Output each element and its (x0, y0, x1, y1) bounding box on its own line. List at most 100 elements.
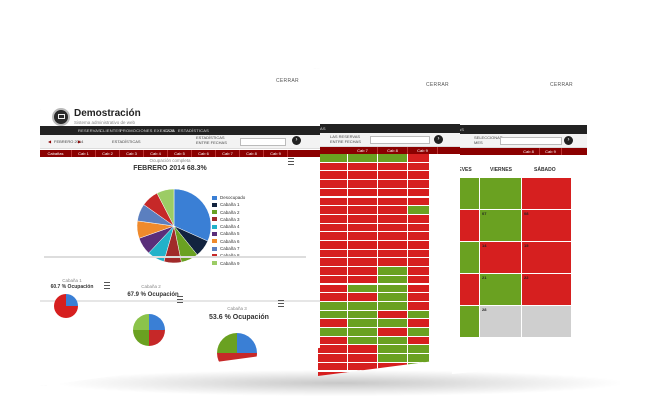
calendar-day[interactable] (522, 178, 572, 210)
reservation-cell[interactable] (318, 154, 348, 163)
reservation-cell[interactable] (408, 336, 430, 346)
reservation-cell[interactable] (408, 171, 430, 181)
reservation-cell[interactable] (408, 223, 430, 233)
reservation-cell[interactable] (408, 345, 430, 355)
chart-menu-icon[interactable] (104, 282, 110, 289)
reservation-cell[interactable] (408, 293, 430, 302)
reservation-cell[interactable] (348, 171, 378, 181)
reservation-cell[interactable] (318, 293, 348, 302)
nav-item-reservations[interactable]: RESERVAS (78, 128, 102, 133)
calendar-day[interactable] (480, 178, 522, 210)
prev-month-button[interactable]: ◀ (48, 139, 52, 144)
reservation-cell[interactable] (348, 214, 378, 224)
reservation-cell[interactable] (378, 197, 408, 207)
reservation-cell[interactable] (348, 275, 378, 285)
go-button[interactable]: › (292, 136, 301, 145)
reservation-cell[interactable] (348, 162, 378, 172)
reservation-cell[interactable] (318, 275, 348, 285)
reservation-cell[interactable] (378, 336, 408, 346)
reservation-cell[interactable] (318, 206, 348, 215)
chart-menu-icon[interactable] (288, 158, 294, 165)
reservation-cell[interactable] (318, 284, 348, 294)
reservation-cell[interactable] (348, 336, 378, 346)
logout-link[interactable]: CERRAR (426, 82, 449, 88)
reservation-cell[interactable] (318, 214, 348, 224)
reservation-cell[interactable] (408, 232, 430, 241)
reservation-cell[interactable] (318, 328, 348, 337)
reservation-cell[interactable] (408, 206, 430, 215)
reservation-cell[interactable] (318, 301, 348, 311)
reservation-cell[interactable] (378, 162, 408, 172)
cabin-tab[interactable]: Cab 8 (240, 150, 264, 157)
reservation-cell[interactable] (318, 267, 348, 276)
reservation-cell[interactable] (378, 293, 408, 302)
reservation-cell[interactable] (378, 223, 408, 233)
calendar-day[interactable]: 21 (480, 274, 522, 306)
reservation-cell[interactable] (378, 171, 408, 181)
reservation-cell[interactable] (348, 232, 378, 241)
reservation-cell[interactable] (408, 301, 430, 311)
reservation-cell[interactable] (318, 232, 348, 241)
reservation-cell[interactable] (378, 345, 408, 355)
cabin-tab[interactable]: Cab 1 (72, 150, 96, 157)
reservation-cell[interactable] (348, 301, 378, 311)
reservation-cell[interactable] (348, 241, 378, 250)
reservation-cell[interactable] (348, 328, 378, 337)
reservation-cell[interactable] (318, 345, 348, 355)
reservation-cell[interactable] (378, 206, 408, 215)
cabin-tab[interactable]: Cab 9 (540, 148, 562, 155)
nav-item-statistics[interactable]: AS (320, 126, 326, 131)
reservation-cell[interactable] (378, 328, 408, 337)
reservation-cell[interactable] (378, 354, 408, 363)
reservation-cell[interactable] (408, 319, 430, 328)
reservation-cell[interactable] (318, 319, 348, 328)
reservation-cell[interactable] (348, 345, 378, 355)
reservation-cell[interactable] (378, 319, 408, 328)
reservation-cell[interactable] (348, 197, 378, 207)
reservation-cell[interactable] (408, 241, 430, 250)
cabin-tab[interactable]: Cab 8 (378, 147, 408, 154)
reservation-cell[interactable] (348, 354, 378, 363)
reservation-cell[interactable] (378, 267, 408, 276)
nav-item-promotions[interactable]: PROMOCIONES EXEXCOS (120, 128, 175, 133)
reservation-cell[interactable] (318, 354, 348, 363)
calendar-day[interactable] (522, 306, 572, 338)
reservation-cell[interactable] (378, 310, 408, 320)
reservation-cell[interactable] (318, 258, 348, 268)
reservation-cell[interactable] (348, 284, 378, 294)
reservation-cell[interactable] (378, 241, 408, 250)
cabin-tab[interactable]: Cab 7 (348, 147, 378, 154)
reservation-cell[interactable] (408, 310, 430, 320)
reservation-cell[interactable] (348, 154, 378, 163)
reservation-cell[interactable] (348, 258, 378, 268)
cabin-tab[interactable]: Cab 4 (144, 150, 168, 157)
month-input[interactable] (500, 137, 562, 145)
cabin-tab[interactable]: Cab 9 (408, 147, 438, 154)
reservation-cell[interactable] (348, 206, 378, 215)
reservation-cell[interactable] (348, 319, 378, 328)
reservation-cell[interactable] (408, 197, 430, 207)
calendar-day[interactable]: 15 (522, 242, 572, 274)
reservation-cell[interactable] (318, 362, 348, 372)
reservation-cell[interactable] (408, 154, 430, 163)
calendar-day[interactable]: 14 (480, 242, 522, 274)
cabin-tab[interactable]: Cab 5 (168, 150, 192, 157)
date-range-input[interactable] (240, 138, 286, 146)
go-button[interactable]: › (564, 136, 573, 145)
reservation-cell[interactable] (348, 310, 378, 320)
cabin-tab[interactable]: Cab 9 (264, 150, 288, 157)
nav-item-cash[interactable]: CAJA (164, 128, 176, 133)
reservation-cell[interactable] (318, 180, 348, 189)
reservation-cell[interactable] (378, 284, 408, 294)
reservation-cell[interactable] (408, 188, 430, 198)
calendar-day[interactable]: 28 (480, 306, 522, 338)
reservation-cell[interactable] (408, 180, 430, 189)
chart-menu-icon[interactable] (177, 296, 183, 303)
logout-link[interactable]: CERRAR (276, 78, 299, 84)
logout-link[interactable]: CERRAR (550, 82, 573, 88)
calendar-day[interactable]: 08 (522, 210, 572, 242)
cabin-tab-all[interactable]: Cabañas (40, 150, 72, 157)
reservation-cell[interactable] (378, 180, 408, 189)
reservation-cell[interactable] (378, 249, 408, 259)
cabin-tab[interactable]: Cab 2 (96, 150, 120, 157)
